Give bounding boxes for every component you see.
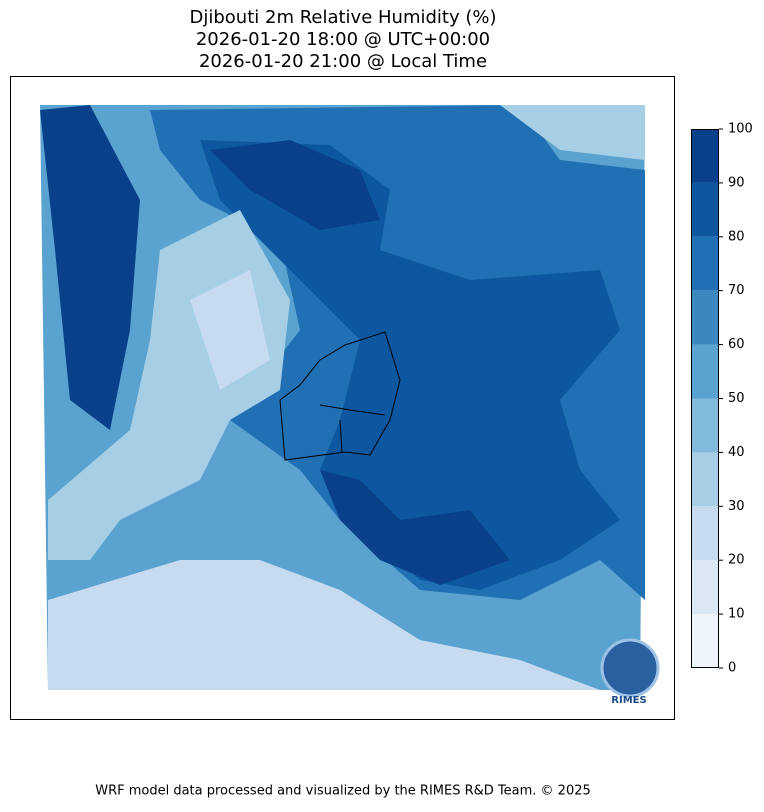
title-line: 2026-01-20 18:00 @ UTC+00:00 bbox=[196, 29, 490, 50]
field-wettest bbox=[40, 105, 510, 585]
logo-text: RIMES bbox=[611, 695, 646, 706]
colorbar-band bbox=[691, 344, 719, 399]
colorbar-tick-label: 30 bbox=[728, 499, 745, 514]
title-line: 2026-01-20 21:00 @ Local Time bbox=[199, 51, 487, 72]
colorbar-tick-label: 90 bbox=[728, 175, 745, 190]
country-border bbox=[279, 331, 401, 461]
colorbar-band bbox=[691, 182, 719, 237]
colorbar: 0 10 20 30 40 50 60 70 80 90 100 bbox=[691, 122, 753, 676]
colorbar-band bbox=[691, 506, 719, 561]
logo: RIMES bbox=[600, 638, 660, 706]
colorbar-tick-label: 50 bbox=[728, 391, 745, 406]
field-wetter bbox=[200, 140, 620, 590]
colorbar-band bbox=[691, 398, 719, 453]
colorbar-tick-label: 60 bbox=[728, 337, 745, 352]
colorbar-tick-label: 100 bbox=[728, 122, 753, 137]
colorbar-tick-label: 80 bbox=[728, 229, 745, 244]
logo-emblem bbox=[600, 638, 660, 698]
footer: WRF model data processed and visualized … bbox=[95, 784, 591, 799]
colorbar-band bbox=[691, 452, 719, 507]
colorbar-band bbox=[691, 614, 719, 668]
colorbar-band bbox=[691, 290, 719, 345]
humidity-field bbox=[40, 105, 645, 690]
colorbar-band bbox=[691, 129, 719, 183]
colorbar-tick-label: 10 bbox=[728, 607, 745, 622]
colorbar-tick-label: 0 bbox=[728, 661, 736, 676]
colorbar-band bbox=[691, 236, 719, 291]
colorbar-tick-label: 70 bbox=[728, 283, 745, 298]
colorbar-outline bbox=[691, 129, 719, 668]
title-line: Djibouti 2m Relative Humidity (%) bbox=[190, 7, 497, 28]
field-dry bbox=[48, 105, 645, 560]
colorbar-tick-label: 40 bbox=[728, 445, 745, 460]
colorbar-tick-label: 20 bbox=[728, 553, 745, 568]
colorbar-band bbox=[691, 560, 719, 615]
field-drier bbox=[48, 270, 600, 690]
